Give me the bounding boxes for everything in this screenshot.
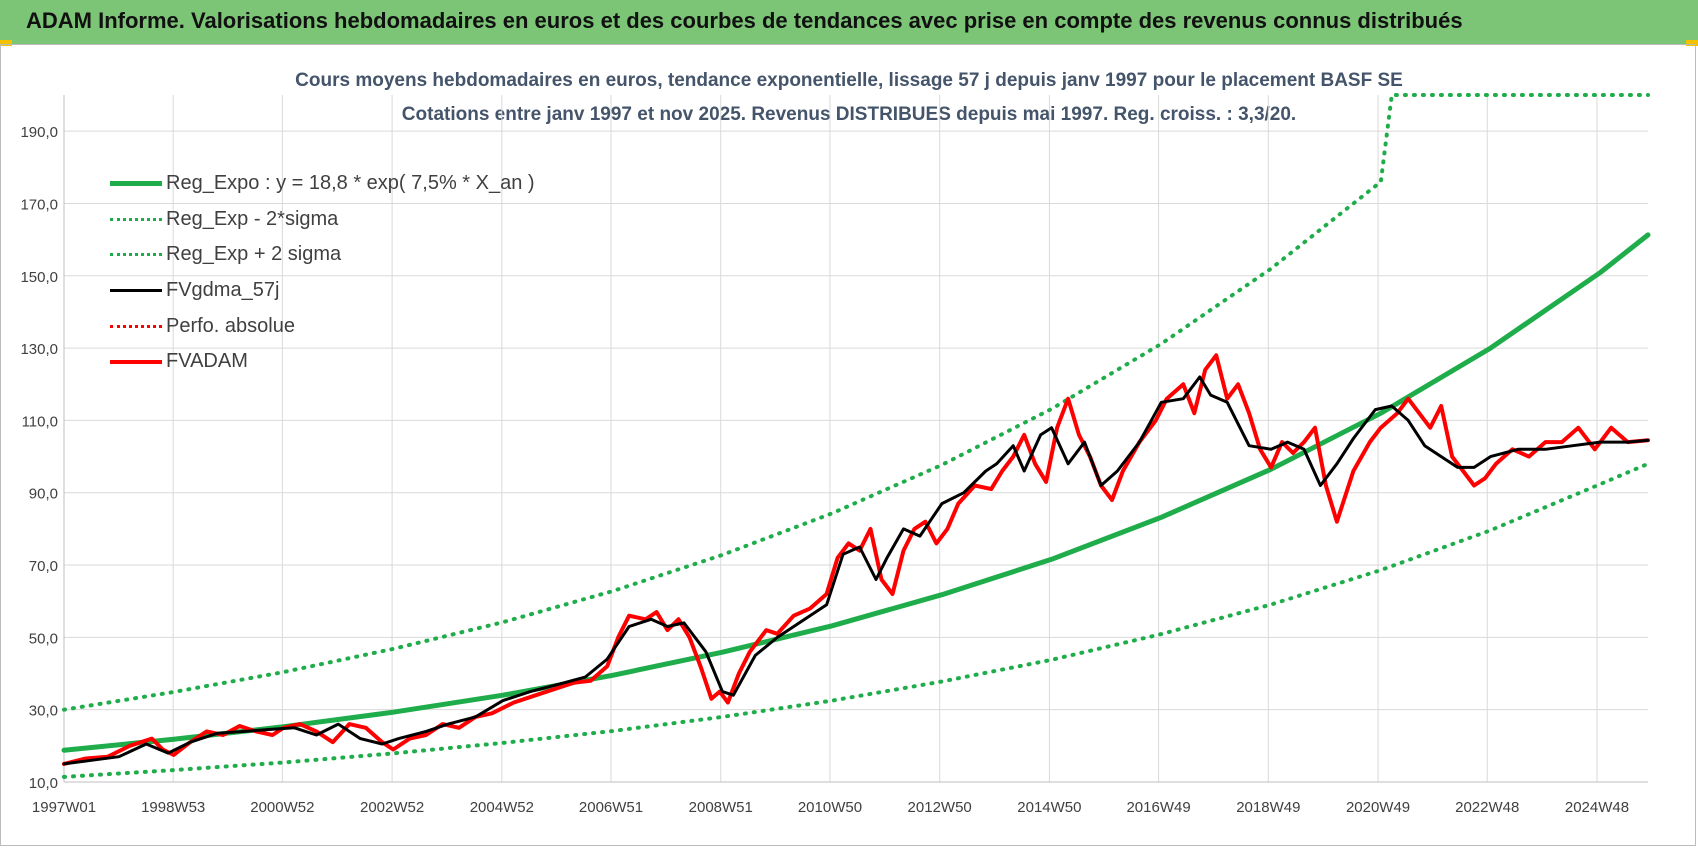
x-tick-label: 1997W01 <box>32 799 96 816</box>
x-tick-label: 2006W51 <box>579 799 643 816</box>
y-tick-label: 70,0 <box>29 558 58 575</box>
y-tick-label: 130,0 <box>20 341 58 358</box>
legend-label: Reg_Exp + 2 sigma <box>166 243 342 266</box>
legend-swatch <box>110 289 162 293</box>
legend-label: FVADAM <box>166 350 248 373</box>
x-tick-label: 2018W49 <box>1236 799 1300 816</box>
y-tick-label: 90,0 <box>29 486 58 503</box>
x-tick-label: 1998W53 <box>141 799 205 816</box>
legend-label: Perfo. absolue <box>166 314 295 337</box>
x-tick-label: 2016W49 <box>1126 799 1190 816</box>
y-tick-label: 150,0 <box>20 269 58 286</box>
legend-swatch <box>110 181 162 187</box>
series-line-5 <box>62 353 1650 766</box>
y-tick-label: 170,0 <box>20 196 58 213</box>
legend-label: FVgdma_57j <box>166 279 280 302</box>
y-tick-label: 190,0 <box>20 124 58 141</box>
legend-item: FVgdma_57j <box>110 273 535 309</box>
series-line-1 <box>62 461 1650 779</box>
x-tick-label: 2002W52 <box>360 799 424 816</box>
y-tick-label: 10,0 <box>29 775 58 792</box>
y-tick-label: 50,0 <box>29 630 58 647</box>
legend-label: Reg_Exp - 2*sigma <box>166 207 339 230</box>
legend-item: Reg_Exp + 2 sigma <box>110 237 535 273</box>
legend-swatch <box>110 359 162 364</box>
chart-frame <box>0 44 1696 846</box>
y-tick-label: 110,0 <box>22 413 58 430</box>
x-tick-label: 2020W49 <box>1346 799 1410 816</box>
legend-swatch <box>110 217 162 221</box>
legend-item: Perfo. absolue <box>110 308 535 344</box>
corner-mark-left <box>0 40 12 46</box>
x-tick-label: 2000W52 <box>250 799 314 816</box>
x-tick-label: 2004W52 <box>470 799 534 816</box>
legend-item: Reg_Exp - 2*sigma <box>110 202 535 238</box>
x-tick-label: 2014W50 <box>1017 799 1081 816</box>
chart-subtitle: Cotations entre janv 1997 et nov 2025. R… <box>401 104 1297 125</box>
x-tick-label: 2008W51 <box>689 799 753 816</box>
x-tick-label: 2012W50 <box>908 799 972 816</box>
series-line-2 <box>62 93 1650 712</box>
x-tick-label: 2022W48 <box>1455 799 1519 816</box>
legend-item: FVADAM <box>110 344 535 380</box>
legend-item: Reg_Expo : y = 18,8 * exp( 7,5% * X_an ) <box>110 166 535 202</box>
corner-mark-right <box>1686 40 1698 46</box>
header-bar: ADAM Informe. Valorisations hebdomadaire… <box>0 0 1698 44</box>
series-line-0 <box>61 232 1651 753</box>
chart-legend: Reg_Expo : y = 18,8 * exp( 7,5% * X_an )… <box>110 166 535 380</box>
series-line-3 <box>62 375 1650 766</box>
chart-title: Cours moyens hebdomadaires en euros, ten… <box>295 70 1403 91</box>
legend-swatch <box>110 253 162 257</box>
page-title: ADAM Informe. Valorisations hebdomadaire… <box>26 8 1463 33</box>
x-tick-label: 2010W50 <box>798 799 862 816</box>
y-tick-label: 30,0 <box>29 703 58 720</box>
legend-swatch <box>110 324 162 328</box>
x-tick-label: 2024W48 <box>1565 799 1629 816</box>
legend-label: Reg_Expo : y = 18,8 * exp( 7,5% * X_an ) <box>166 172 535 195</box>
